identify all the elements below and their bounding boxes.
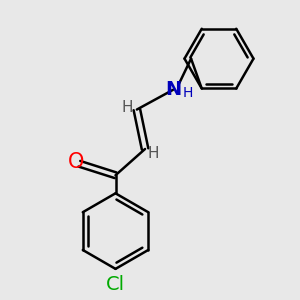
- Text: H: H: [148, 146, 159, 161]
- Text: Cl: Cl: [106, 275, 125, 294]
- Text: H: H: [183, 86, 193, 100]
- Text: N: N: [165, 80, 181, 99]
- Text: O: O: [68, 152, 84, 172]
- Text: H: H: [122, 100, 134, 116]
